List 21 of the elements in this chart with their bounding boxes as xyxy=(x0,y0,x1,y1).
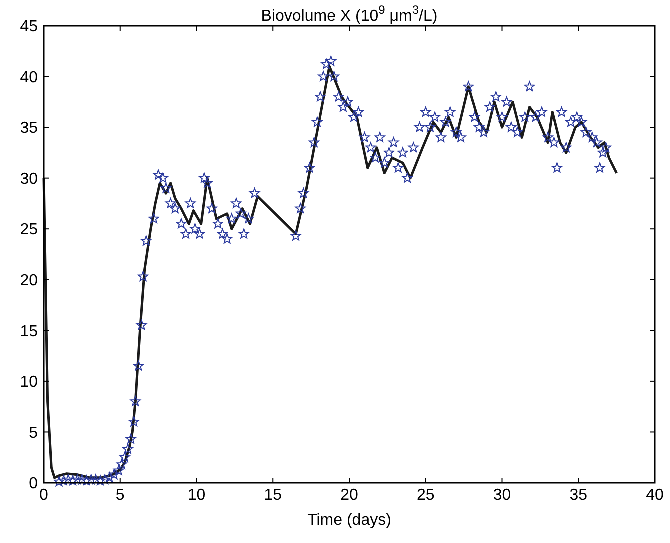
x-tick-label: 10 xyxy=(188,487,206,504)
x-tick-label: 5 xyxy=(116,487,125,504)
y-tick-label: 25 xyxy=(20,222,38,239)
chart-title: Biovolume X (10$^{9}$ μm$^{3}$/L) xyxy=(261,3,438,25)
y-tick-label: 5 xyxy=(29,424,38,442)
x-axis-title: Time (days) xyxy=(308,512,392,529)
x-tick-label: 30 xyxy=(493,487,512,504)
y-tick-label: 35 xyxy=(20,120,38,138)
y-tick-label: 40 xyxy=(20,69,38,86)
x-tick-label: 15 xyxy=(264,487,282,504)
y-tick-label: 45 xyxy=(20,18,38,36)
y-tick-label: 20 xyxy=(20,272,38,290)
x-tick-label: 20 xyxy=(340,487,358,504)
x-tick-label: 35 xyxy=(570,487,588,504)
y-tick-label: 0 xyxy=(29,476,38,493)
y-tick-label: 30 xyxy=(20,170,38,188)
x-tick-label: 25 xyxy=(416,487,435,504)
x-tick-label: 40 xyxy=(646,487,664,504)
x-tick-label: 0 xyxy=(40,487,49,504)
y-tick-label: 10 xyxy=(20,374,38,392)
y-tick-label: 15 xyxy=(20,323,38,340)
